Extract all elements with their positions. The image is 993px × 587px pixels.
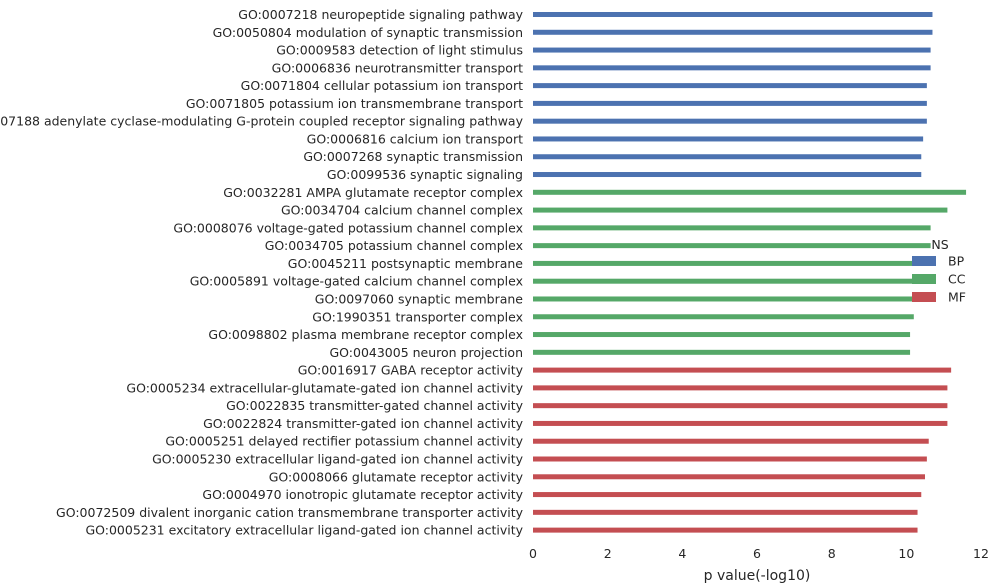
category-label: GO:0071804 cellular potassium ion transp… (241, 78, 523, 93)
x-tick-label: 8 (828, 546, 836, 561)
x-axis: 0 2 4 6 8 10 12 (529, 546, 989, 561)
category-labels-group: GO:0007218 neuropeptide signaling pathwa… (0, 7, 524, 538)
bar-bp-5 (533, 83, 927, 89)
category-label: GO:0097060 synaptic membrane (315, 291, 524, 306)
bar-mf-3 (533, 403, 948, 409)
bar-bp-8 (533, 136, 924, 142)
category-label: GO:0045211 postsynaptic membrane (288, 256, 524, 271)
category-label: GO:0034704 calcium channel complex (281, 203, 523, 218)
category-label: GO:0008076 voltage-gated potassium chann… (173, 220, 523, 235)
bar-cc-7 (533, 296, 922, 302)
bar-cc-4 (533, 243, 931, 249)
bar-bp-1 (533, 12, 933, 17)
bar-cc-1 (533, 189, 967, 195)
bar-cc-3 (533, 225, 931, 231)
category-label: GO:0005891 voltage-gated calcium channel… (190, 274, 523, 289)
bar-bp-9 (533, 154, 922, 160)
bar-mf-6 (533, 456, 927, 462)
x-tick-label: 2 (604, 546, 612, 561)
category-label: GO:0016917 GABA receptor activity (298, 363, 524, 378)
category-label: GO:1990351 transporter complex (312, 309, 523, 324)
category-label: GO:0007188 adenylate cyclase-modulating … (0, 114, 524, 129)
bar-mf-7 (533, 474, 925, 480)
bar-mf-10 (533, 527, 918, 533)
legend-title: NS (931, 237, 948, 252)
category-label: GO:0006816 calcium ion transport (307, 131, 523, 146)
category-label: GO:0005231 excitatory extracellular liga… (85, 523, 523, 538)
bar-bp-4 (533, 65, 931, 71)
bar-bp-7 (533, 118, 927, 124)
bar-mf-2 (533, 385, 948, 391)
category-label: GO:0004970 ionotropic glutamate receptor… (202, 487, 523, 502)
legend-label-mf: MF (948, 290, 966, 305)
category-label: GO:0043005 neuron projection (329, 345, 523, 360)
legend-label-bp: BP (948, 254, 965, 269)
category-label: GO:0007268 synaptic transmission (303, 149, 523, 164)
bar-bp-2 (533, 29, 933, 35)
category-label: GO:0022835 transmitter-gated channel act… (226, 398, 523, 413)
bar-mf-9 (533, 509, 918, 515)
bar-mf-1 (533, 367, 952, 373)
bar-cc-10 (533, 349, 911, 355)
category-label: GO:0050804 modulation of synaptic transm… (213, 25, 523, 40)
bar-bp-3 (533, 47, 931, 53)
category-label: GO:0099536 synaptic signaling (327, 167, 523, 182)
category-label: GO:0005251 delayed rectifier potassium c… (165, 434, 523, 449)
bar-cc-9 (533, 332, 911, 338)
category-label: GO:0022824 transmitter-gated ion channel… (203, 416, 524, 431)
category-label: GO:0009583 detection of light stimulus (276, 43, 523, 58)
category-label: GO:0005230 extracellular ligand-gated io… (152, 452, 524, 467)
legend-swatch-mf (912, 292, 936, 302)
category-label: GO:0032281 AMPA glutamate receptor compl… (223, 185, 523, 200)
bar-cc-6 (533, 278, 922, 284)
x-tick-label: 12 (973, 546, 989, 561)
x-tick-label: 6 (753, 546, 761, 561)
x-axis-title: p value(-log10) (704, 568, 811, 584)
category-label: GO:0072509 divalent inorganic cation tra… (56, 505, 524, 520)
bar-mf-8 (533, 492, 922, 498)
x-tick-label: 4 (678, 546, 686, 561)
category-label: GO:0007218 neuropeptide signaling pathwa… (238, 7, 523, 22)
legend-swatch-bp (912, 256, 936, 266)
x-tick-label: 10 (898, 546, 914, 561)
category-label: GO:0098802 plasma membrane receptor comp… (208, 327, 523, 342)
bars-group (533, 12, 967, 533)
category-label: GO:0034705 potassium channel complex (265, 238, 523, 253)
bar-bp-6 (533, 100, 927, 106)
category-label: GO:0005234 extracellular-glutamate-gated… (126, 380, 523, 395)
bar-mf-5 (533, 438, 929, 444)
bar-bp-10 (533, 172, 922, 178)
bar-cc-2 (533, 207, 948, 213)
legend-swatch-cc (912, 274, 936, 284)
category-label: GO:0071805 potassium ion transmembrane t… (186, 96, 523, 111)
legend-label-cc: CC (948, 272, 966, 287)
bar-cc-8 (533, 314, 914, 320)
x-tick-label: 0 (529, 546, 537, 561)
category-label: GO:0006836 neurotransmitter transport (272, 60, 523, 75)
category-label: GO:0008066 glutamate receptor activity (269, 469, 524, 484)
bar-cc-5 (533, 260, 924, 266)
bar-mf-4 (533, 420, 948, 426)
